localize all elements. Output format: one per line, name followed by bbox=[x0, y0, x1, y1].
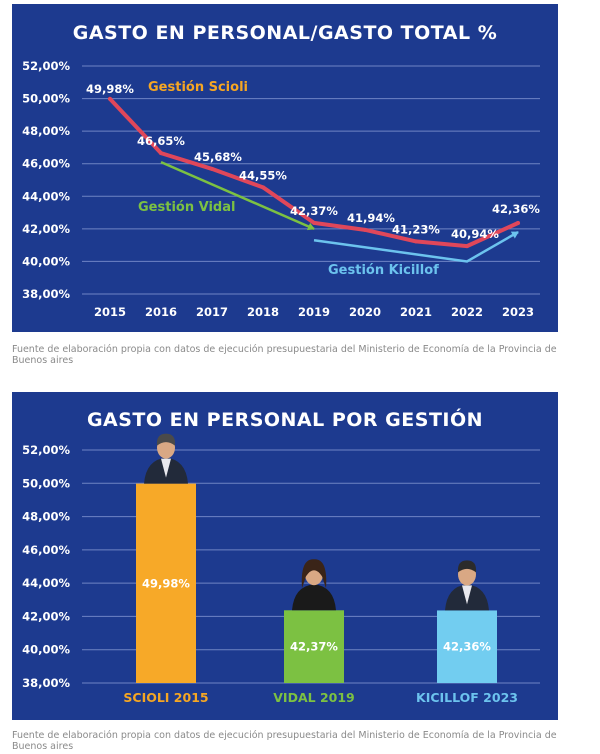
x-tick-label: 2017 bbox=[196, 305, 228, 319]
data-label: 44,55% bbox=[239, 168, 287, 182]
y-tick-label: 44,00% bbox=[22, 576, 70, 590]
y-tick-label: 38,00% bbox=[22, 676, 70, 690]
y-tick-label: 48,00% bbox=[22, 124, 70, 138]
y-tick-label: 38,00% bbox=[22, 287, 70, 301]
x-tick-label: 2016 bbox=[145, 305, 177, 319]
annotation-label: Gestión Scioli bbox=[148, 80, 248, 95]
x-tick-label: 2015 bbox=[94, 305, 126, 319]
data-point bbox=[108, 96, 112, 101]
data-label: 40,94% bbox=[451, 227, 499, 241]
bar bbox=[437, 610, 497, 683]
portrait-photo bbox=[144, 433, 188, 484]
bar-value-label: 42,36% bbox=[443, 640, 491, 654]
y-tick-label: 42,00% bbox=[22, 222, 70, 236]
bar-chart: 52,00% 50,00% 48,00% 46,00% 44,00% 42,00% 40,0… bbox=[22, 433, 540, 705]
y-tick-label: 42,00% bbox=[22, 609, 70, 623]
category-label: KICILLOF 2023 bbox=[416, 690, 518, 705]
y-tick-label: 46,00% bbox=[22, 157, 70, 171]
line-chart: 52,00% 50,00% 48,00% 46,00% 44,00% 42,00% 40,0… bbox=[22, 59, 540, 319]
data-point bbox=[363, 227, 367, 232]
kicillof-trend-arrow bbox=[313, 231, 519, 263]
bar-chart-source: Fuente de elaboración propia con datos d… bbox=[12, 730, 557, 752]
portrait-photo bbox=[445, 560, 489, 611]
data-point bbox=[261, 185, 265, 190]
bar bbox=[136, 483, 196, 683]
data-label: 41,23% bbox=[392, 222, 440, 236]
bar-chart-title: GASTO EN PERSONAL POR GESTIÓN bbox=[86, 409, 484, 431]
data-point bbox=[210, 166, 214, 171]
bar-value-label: 42,37% bbox=[290, 640, 338, 654]
x-tick-label: 2018 bbox=[247, 305, 279, 319]
y-tick-label: 52,00% bbox=[22, 59, 70, 73]
data-point bbox=[465, 244, 469, 249]
line-chart-title: GASTO EN PERSONAL/GASTO TOTAL % bbox=[72, 22, 498, 44]
x-tick-label: 2022 bbox=[451, 305, 483, 319]
data-label: 42,36% bbox=[492, 202, 540, 216]
data-label: 41,94% bbox=[347, 211, 395, 225]
category-label: VIDAL 2019 bbox=[273, 690, 354, 705]
data-point bbox=[516, 220, 520, 225]
x-tick-label: 2019 bbox=[298, 305, 330, 319]
data-point bbox=[414, 239, 418, 244]
line-chart-panel: GASTO EN PERSONAL/GASTO TOTAL % 52,00% 50… bbox=[12, 4, 558, 332]
data-point bbox=[312, 220, 316, 225]
data-label: 49,98% bbox=[86, 82, 134, 96]
portrait-photo bbox=[292, 559, 336, 611]
annotation-label: Gestión Vidal bbox=[138, 200, 235, 215]
data-point bbox=[159, 151, 163, 156]
x-tick-label: 2023 bbox=[502, 305, 534, 319]
y-tick-label: 46,00% bbox=[22, 543, 70, 557]
bar-value-label: 49,98% bbox=[142, 576, 190, 590]
x-tick-label: 2020 bbox=[349, 305, 381, 319]
y-tick-label: 40,00% bbox=[22, 254, 70, 268]
data-label: 46,65% bbox=[137, 134, 185, 148]
bar bbox=[284, 610, 344, 683]
x-tick-label: 2021 bbox=[400, 305, 432, 319]
data-label: 45,68% bbox=[194, 150, 242, 164]
y-tick-label: 48,00% bbox=[22, 510, 70, 524]
y-tick-label: 50,00% bbox=[22, 92, 70, 106]
y-tick-label: 52,00% bbox=[22, 443, 70, 457]
y-tick-label: 50,00% bbox=[22, 476, 70, 490]
y-tick-label: 44,00% bbox=[22, 189, 70, 203]
y-tick-label: 40,00% bbox=[22, 643, 70, 657]
line-chart-source: Fuente de elaboración propia con datos d… bbox=[12, 344, 557, 366]
bar-chart-panel: GASTO EN PERSONAL POR GESTIÓN 52,00% 50,0… bbox=[12, 392, 558, 720]
data-label: 42,37% bbox=[290, 204, 338, 218]
vidal-trend-arrow bbox=[160, 160, 315, 231]
category-label: SCIOLI 2015 bbox=[123, 690, 208, 705]
annotation-label: Gestión Kicillof bbox=[328, 263, 439, 278]
